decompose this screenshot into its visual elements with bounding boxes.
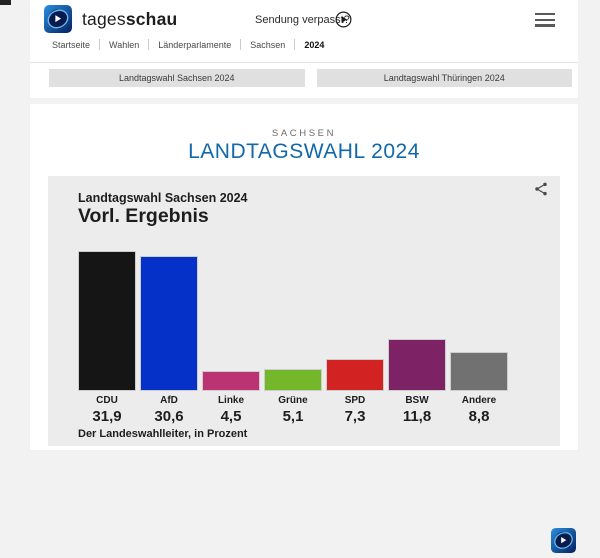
breadcrumb-separator <box>240 39 242 50</box>
bar-bsw <box>388 339 446 391</box>
bar-column: SPD 7,3 <box>326 176 384 425</box>
party-value: 8,8 <box>468 408 490 425</box>
sendung-verpasst-link[interactable]: Sendung verpasst? <box>255 14 350 26</box>
site-header: tagesschau Sendung verpasst? Startseite W… <box>30 0 578 98</box>
party-label: Grüne <box>278 395 308 406</box>
bar-linke <box>202 371 260 391</box>
chart-subtitle: Landtagswahl Sachsen 2024 <box>78 191 248 205</box>
bar-column: Andere 8,8 <box>450 176 508 425</box>
region-label: SACHSEN <box>271 128 337 139</box>
party-label: BSW <box>405 395 429 406</box>
chart-title: Vorl. Ergebnis <box>78 205 209 227</box>
bar-cdu <box>78 250 136 391</box>
breadcrumb-item[interactable]: Wahlen <box>109 39 140 50</box>
breadcrumb-separator <box>148 39 150 50</box>
election-nav-buttons: Landtagswahl Sachsen 2024 Landtagswahl Th… <box>49 69 572 87</box>
party-label: CDU <box>96 395 118 406</box>
breadcrumb-separator <box>294 39 296 50</box>
header-divider <box>30 62 578 63</box>
party-value: 7,3 <box>344 408 366 425</box>
party-label: Andere <box>461 395 497 406</box>
brand-suffix: schau <box>125 9 178 29</box>
result-chart-card: Landtagswahl Sachsen 2024 Vorl. Ergebnis… <box>48 176 560 446</box>
bar-column: AfD 30,6 <box>140 176 198 425</box>
party-value: 11,8 <box>402 408 432 425</box>
bar-andere <box>450 352 508 391</box>
breadcrumb-item[interactable]: Startseite <box>52 39 91 50</box>
party-value: 5,1 <box>282 408 304 425</box>
party-label: Linke <box>217 395 245 406</box>
breadcrumb-separator <box>99 39 101 50</box>
party-value: 30,6 <box>154 408 184 425</box>
bar-column: CDU 31,9 <box>78 176 136 425</box>
breadcrumb-item[interactable]: 2024 <box>304 39 325 50</box>
tagesschau-logo-icon-small <box>551 528 576 553</box>
tagesschau-logo-icon[interactable] <box>44 5 72 33</box>
share-icon[interactable] <box>533 181 549 197</box>
party-value: 31,9 <box>92 408 122 425</box>
breadcrumb-item[interactable]: Sachsen <box>250 39 286 50</box>
bar-afd <box>140 256 198 391</box>
chart-source: Der Landeswahlleiter, in Prozent <box>78 428 248 440</box>
page-title: LANDTAGSWAHL 2024 <box>188 140 420 163</box>
party-label: AfD <box>160 395 178 406</box>
bar-column: BSW 11,8 <box>388 176 446 425</box>
party-value: 4,5 <box>220 408 242 425</box>
bar-chart: CDU 31,9 AfD 30,6 Linke 4,5 Grüne 5,1 SPD 7,3 BSW 1… <box>78 176 508 425</box>
party-label: SPD <box>344 395 366 406</box>
bar-column: Grüne 5,1 <box>264 176 322 425</box>
breadcrumb-item[interactable]: Länderparlamente <box>158 39 232 50</box>
breadcrumb: Startseite Wahlen Länderparlamente Sachsen 2… <box>52 39 324 50</box>
election-nav-button[interactable]: Landtagswahl Thüringen 2024 <box>316 69 572 87</box>
play-icon[interactable] <box>335 11 352 28</box>
main-content: SACHSEN LANDTAGSWAHL 2024 Landtagswahl S… <box>30 104 578 553</box>
brand-prefix: tages <box>82 9 126 29</box>
hamburger-menu-icon[interactable] <box>535 13 555 30</box>
election-nav-button[interactable]: Landtagswahl Sachsen 2024 <box>49 69 305 87</box>
bar-column: Linke 4,5 <box>202 176 260 425</box>
bar-grüne <box>264 368 322 391</box>
brand-wordmark[interactable]: tagesschau <box>82 9 177 30</box>
browser-corner-artifact <box>0 0 11 5</box>
bar-spd <box>326 358 384 391</box>
